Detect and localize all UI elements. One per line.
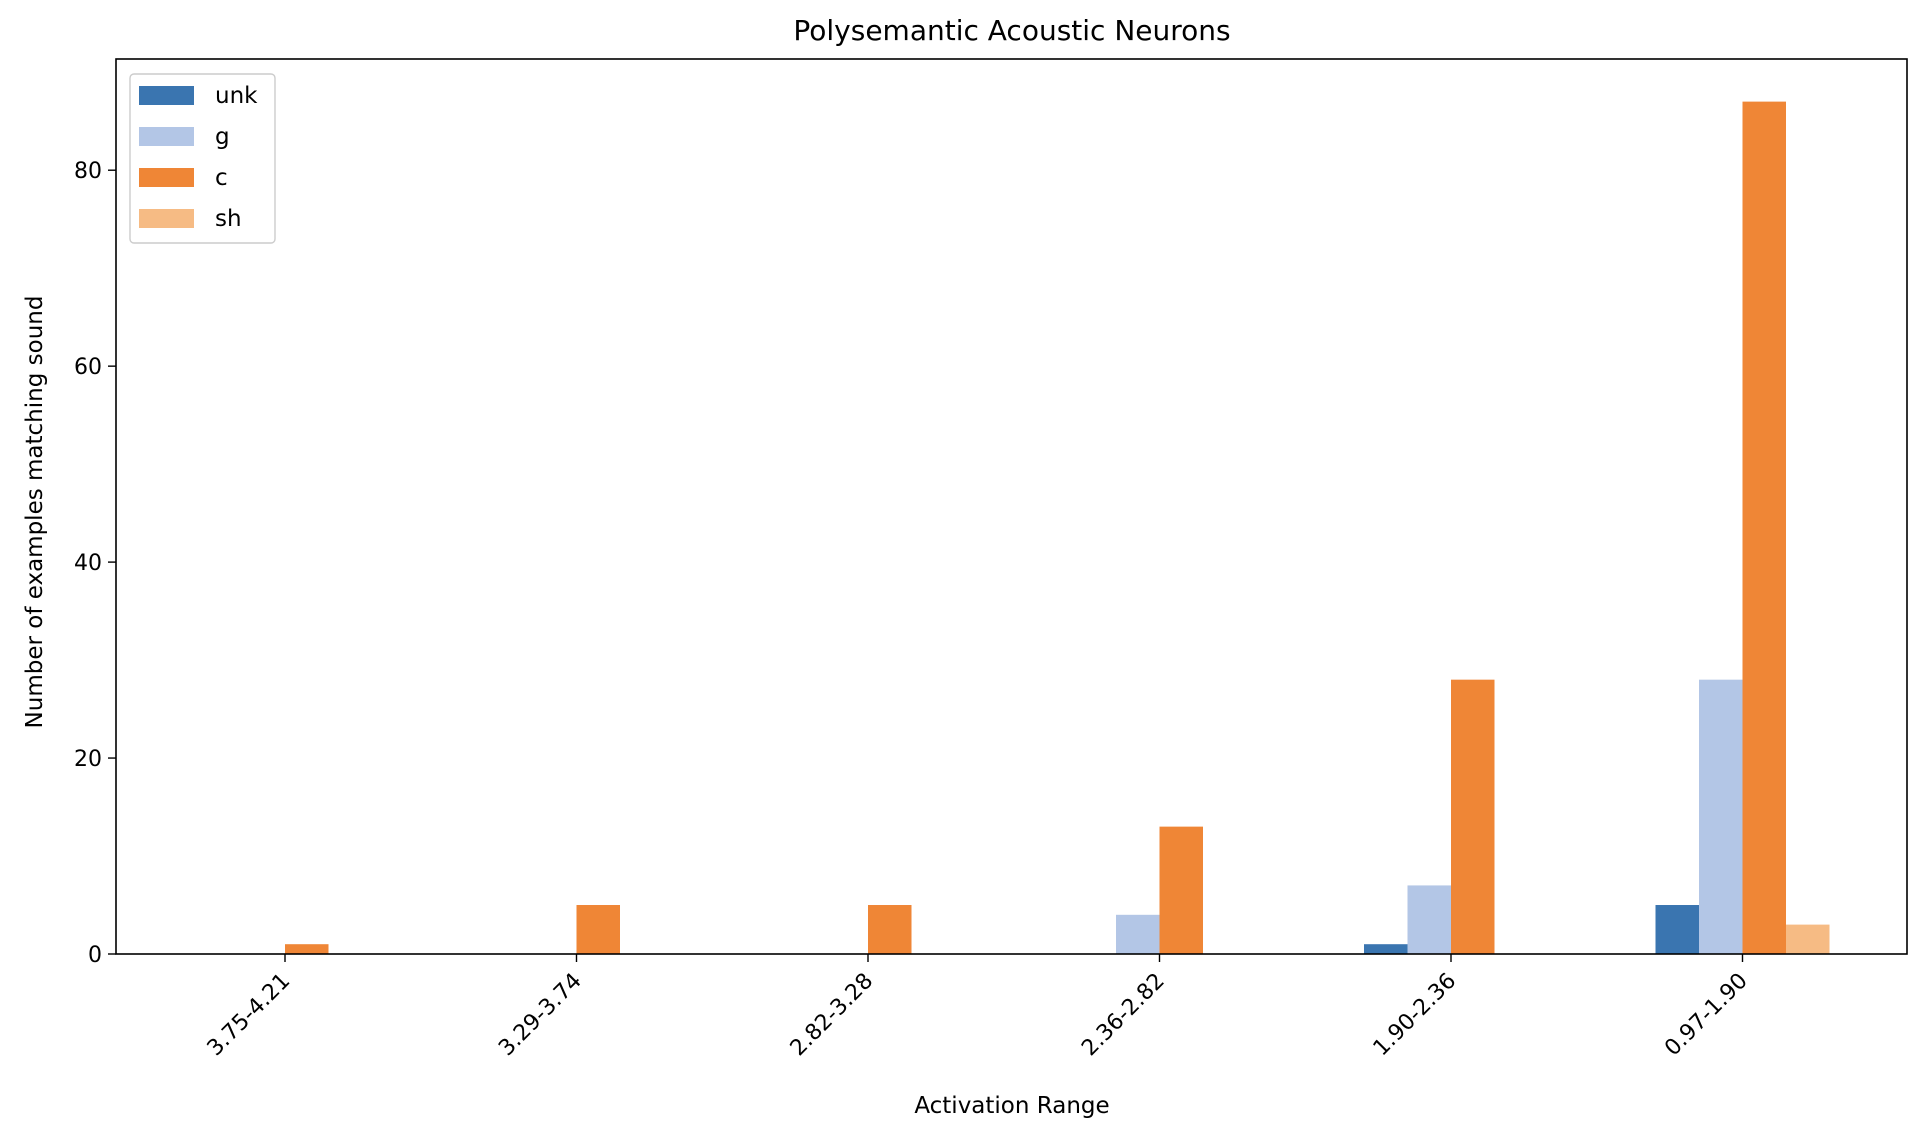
x-axis-label: Activation Range (914, 1093, 1109, 1119)
legend-label-g: g (215, 124, 230, 150)
plot-frame (115, 58, 1908, 955)
legend: unk gc sh (129, 73, 276, 244)
legend-label-sh: sh (215, 206, 242, 232)
bar-c-1.90-2.36 (1451, 679, 1495, 954)
bar-c-3.75-4.21 (285, 944, 329, 954)
y-axis-label: Number of examples matching sound (22, 296, 48, 729)
legend-swatch-c (139, 168, 194, 187)
bar-c-2.36-2.82 (1159, 826, 1203, 954)
chart-title: Polysemantic Acoustic Neurons (793, 14, 1230, 47)
bar-g-2.36-2.82 (1116, 914, 1160, 954)
bar-sh-0.97-1.90 (1786, 924, 1830, 954)
bar-g-1.90-2.36 (1407, 885, 1451, 954)
y-tick-label: 20 (74, 747, 102, 772)
bars-layer (285, 101, 1830, 955)
legend-swatch-sh (139, 209, 194, 228)
y-tick-label: 0 (88, 943, 102, 968)
legend-swatch-g (139, 127, 194, 146)
y-tick-label: 60 (74, 355, 102, 380)
legend-label-unk: unk (215, 83, 258, 109)
bar-c-3.29-3.74 (576, 905, 620, 954)
bar-unk-1.90-2.36 (1364, 944, 1408, 954)
bar-unk-0.97-1.90 (1655, 905, 1699, 954)
y-tick-label: 40 (74, 551, 102, 576)
bar-c-0.97-1.90 (1742, 101, 1786, 955)
legend-swatch-unk (139, 86, 194, 105)
bar-g-0.97-1.90 (1699, 679, 1743, 954)
legend-label-c: c (215, 165, 228, 191)
y-tick-label: 80 (74, 159, 102, 184)
bar-c-2.82-3.28 (868, 905, 912, 954)
legend-box (129, 73, 276, 244)
